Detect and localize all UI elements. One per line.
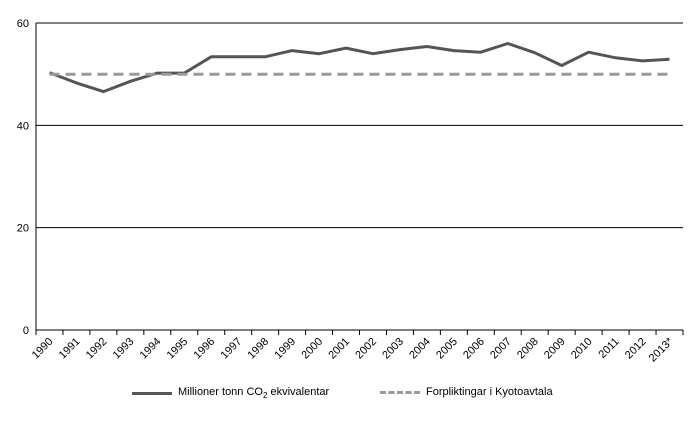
x-tick-label-1997: 1997 [219, 336, 245, 362]
x-tick-label-1992: 1992 [84, 336, 110, 362]
x-tick-label-2013*: 2013* [647, 335, 676, 364]
x-tick-label-2003: 2003 [380, 336, 406, 362]
x-tick-label-1995: 1995 [165, 336, 191, 362]
x-tick-label-2006: 2006 [461, 336, 487, 362]
x-tick-label-2008: 2008 [515, 336, 541, 362]
x-tick-label-2007: 2007 [488, 336, 514, 362]
y-tick-label-60: 60 [17, 18, 29, 30]
series-line-emissions [48, 42, 670, 94]
x-tick-label-1990: 1990 [30, 336, 56, 362]
x-tick-labels: 1990 1991 1992 1993 1994 1995 1996 1997 1998 1999… [30, 335, 676, 364]
x-tick-label-2009: 2009 [542, 336, 568, 362]
x-tick-label-1991: 1991 [57, 336, 83, 362]
legend-label-emissions: Millioner tonn CO2 ekvivalentar [178, 386, 330, 401]
legend-item-kyoto: Forpliktingar i Kyotoavtala [380, 386, 553, 398]
x-tick-label-2004: 2004 [407, 336, 433, 362]
y-tick-label-20: 20 [17, 223, 29, 235]
gridlines [36, 22, 683, 229]
x-tick-label-1994: 1994 [138, 336, 164, 362]
x-tick-label-2010: 2010 [569, 336, 595, 362]
x-tick-label-2011: 2011 [597, 336, 622, 361]
series-lines [48, 42, 670, 94]
y-tick-label-0: 0 [23, 325, 29, 337]
x-tick-label-1993: 1993 [111, 336, 137, 362]
x-tick-label-1998: 1998 [245, 336, 271, 362]
legend-swatch-solid-line [132, 391, 172, 395]
x-tick-label-2000: 2000 [299, 336, 325, 362]
legend: Millioner tonn CO2 ekvivalentar Forplikt… [0, 386, 699, 406]
x-tick-label-2001: 2001 [326, 336, 352, 362]
legend-label-kyoto: Forpliktingar i Kyotoavtala [426, 386, 553, 398]
x-tick-label-2002: 2002 [353, 336, 379, 362]
legend-item-emissions: Millioner tonn CO2 ekvivalentar [132, 386, 329, 400]
axes [35, 23, 684, 335]
y-tick-labels: 0 20 40 60 [17, 18, 29, 337]
x-tick-label-2005: 2005 [434, 336, 460, 362]
legend-swatch-dashed-line [380, 390, 420, 394]
x-tick-label-1996: 1996 [192, 336, 218, 362]
x-tick-label-2012: 2012 [623, 336, 649, 362]
y-tick-label-40: 40 [17, 120, 29, 132]
x-tick-label-1999: 1999 [272, 336, 298, 362]
